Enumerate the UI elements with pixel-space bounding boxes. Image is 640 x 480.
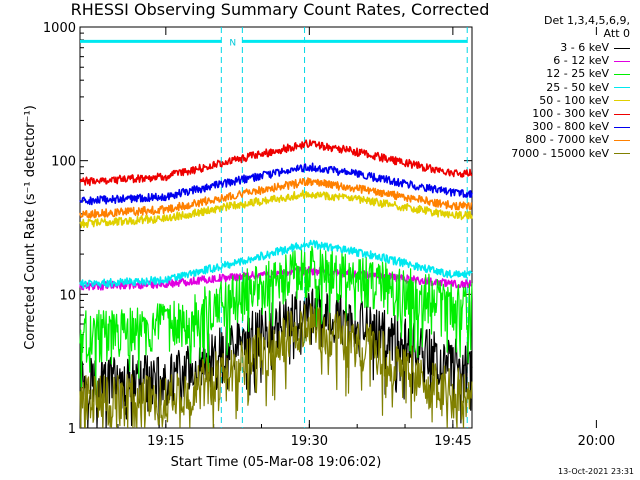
legend-label: 12 - 25 keV: [546, 67, 609, 81]
series-line-5: [79, 139, 473, 187]
x-axis-label: Start Time (05-Mar-08 19:06:02): [171, 455, 382, 470]
y-tick-label: 100: [51, 155, 76, 170]
legend-swatch: [614, 73, 630, 75]
generation-timestamp: 13-Oct-2021 23:31: [558, 467, 634, 476]
legend-swatch: [614, 100, 630, 102]
legend-swatch: [614, 153, 630, 155]
legend-entry: 100 - 300 keV: [532, 107, 630, 120]
legend-swatch: [614, 139, 630, 141]
legend-entry: 50 - 100 keV: [539, 93, 630, 107]
legend-label: 50 - 100 keV: [539, 93, 609, 107]
flag-label: N: [229, 38, 236, 48]
legend-entry: 7000 - 15000 keV: [511, 146, 630, 160]
legend-entry: 3 - 6 keV: [560, 41, 630, 54]
series-line-3: [79, 239, 473, 289]
legend-entry: 12 - 25 keV: [546, 67, 630, 81]
x-tick-label: 19:30: [291, 434, 328, 449]
legend-swatch: [614, 60, 630, 62]
detector-header-line-1: Det 1,3,4,5,6,9,: [543, 14, 630, 27]
legend-label: 100 - 300 keV: [532, 107, 609, 120]
legend-entry: 800 - 7000 keV: [525, 133, 630, 147]
legend-swatch: [614, 113, 630, 115]
legend-swatch: [614, 87, 630, 89]
chart-title: RHESSI Observing Summary Count Rates, Co…: [70, 0, 490, 19]
legend-label: 25 - 50 keV: [546, 80, 609, 94]
legend-label: 3 - 6 keV: [560, 41, 609, 54]
legend-label: 6 - 12 keV: [553, 54, 609, 68]
legend-swatch: [614, 47, 630, 49]
legend-entry: 300 - 800 keV: [532, 120, 630, 134]
legend-swatch: [614, 126, 630, 128]
y-tick-label: 1000: [43, 21, 76, 36]
series-line-4: [79, 189, 473, 229]
series-line-7: [79, 177, 473, 219]
series-line-2: [79, 245, 473, 396]
legend-label: 300 - 800 keV: [532, 120, 609, 134]
legend-label: 7000 - 15000 keV: [511, 146, 609, 160]
x-tick-label: 19:45: [434, 434, 471, 449]
y-axis-label: Corrected Count Rate (s⁻¹ detector⁻¹): [23, 105, 38, 350]
series-line-6: [79, 162, 473, 206]
x-tick-label: 19:15: [147, 434, 184, 449]
y-tick-label: 10: [59, 288, 76, 303]
legend-label: 800 - 7000 keV: [525, 133, 609, 147]
legend-entry: 6 - 12 keV: [553, 54, 630, 68]
x-tick-label: 20:00: [578, 434, 615, 449]
legend-entry: 25 - 50 keV: [546, 80, 630, 94]
series-line-8: [79, 303, 473, 428]
y-tick-label: 1: [68, 422, 76, 437]
plot-frame: [79, 26, 473, 429]
detector-header-line-2: Att 0: [603, 27, 630, 40]
